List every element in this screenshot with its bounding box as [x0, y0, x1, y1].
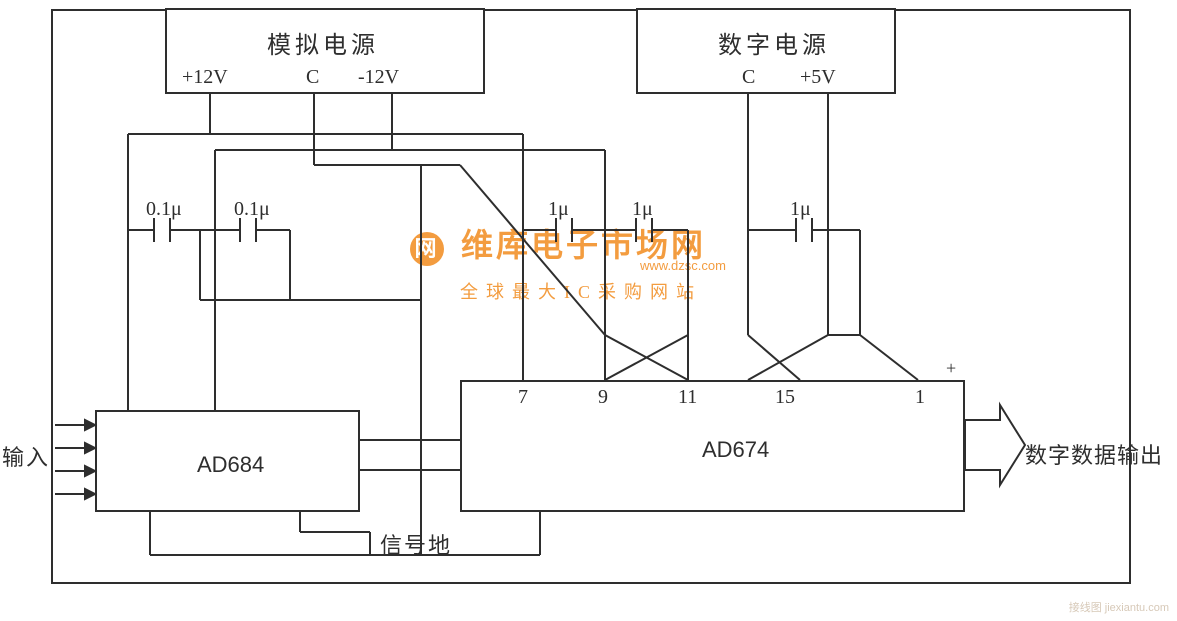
- input-label: 输入: [2, 440, 50, 472]
- ad674-pin11: 11: [678, 386, 697, 409]
- digital-psu-title: 数字电源: [718, 25, 830, 60]
- cap-c3-value: 1μ: [548, 198, 569, 221]
- cap-c4-value: 1μ: [632, 198, 653, 221]
- ad674-box: AD674: [460, 380, 965, 512]
- digital-psu-box: 数字电源: [636, 8, 896, 94]
- ad684-box: AD684: [95, 410, 360, 512]
- watermark-corner: 接线图 jiexiantu.com: [1069, 599, 1169, 615]
- ad674-label: AD674: [702, 437, 769, 463]
- ad674-plus: +: [946, 358, 956, 379]
- watermark-url: www.dzsc.com: [640, 258, 726, 273]
- analog-psu-c: C: [306, 66, 319, 89]
- cap-c1-value: 0.1μ: [146, 198, 182, 221]
- signal-ground-label: 信号地: [380, 528, 452, 560]
- cap-c5-value: 1μ: [790, 198, 811, 221]
- ad674-pin15: 15: [775, 386, 795, 409]
- digital-psu-c: C: [742, 66, 755, 89]
- analog-psu-p12v: +12V: [182, 66, 228, 89]
- ad674-pin7: 7: [518, 386, 528, 409]
- analog-psu-n12v: -12V: [358, 66, 399, 89]
- ad684-label: AD684: [197, 452, 264, 478]
- watermark-sub: 全球最大IC采购网站: [460, 278, 702, 304]
- digital-psu-p5v: +5V: [800, 66, 836, 89]
- analog-psu-title: 模拟电源: [267, 25, 379, 60]
- cap-c2-value: 0.1μ: [234, 198, 270, 221]
- ad674-pin1: 1: [915, 386, 925, 409]
- ad674-pin9: 9: [598, 386, 608, 409]
- output-label: 数字数据输出: [1025, 438, 1163, 470]
